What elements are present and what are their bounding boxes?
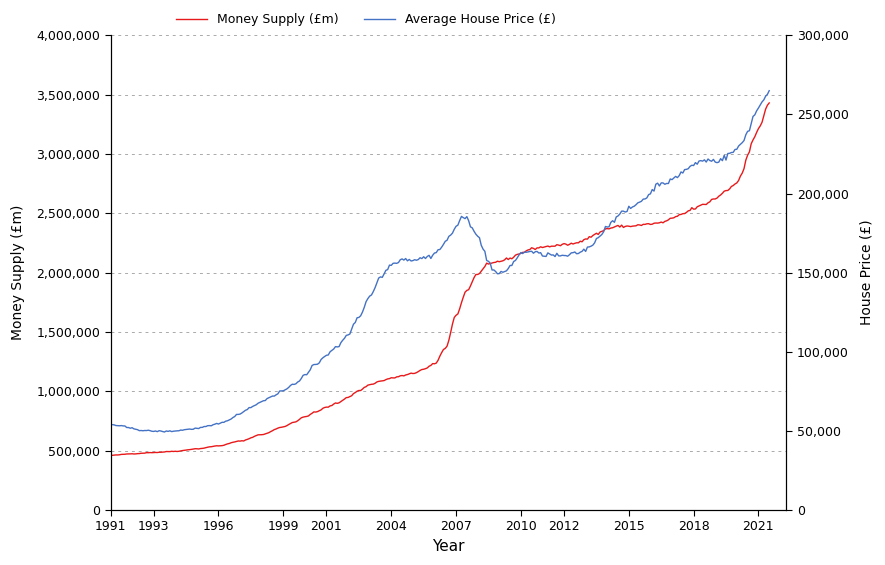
Money Supply (£m) — [140, 450, 150, 457]
Average House Price (£) — [557, 252, 567, 259]
Average House Price (£) — [159, 429, 170, 436]
Y-axis label: House Price (£): House Price (£) — [860, 220, 873, 325]
Line: Average House Price (£): Average House Price (£) — [111, 91, 769, 432]
Money Supply (£m) — [557, 241, 567, 247]
Line: Money Supply (£m): Money Supply (£m) — [111, 103, 769, 455]
Legend: Money Supply (£m), Average House Price (£): Money Supply (£m), Average House Price (… — [171, 8, 561, 31]
Average House Price (£) — [127, 424, 137, 431]
Money Supply (£m) — [426, 362, 436, 369]
Average House Price (£) — [105, 421, 116, 428]
Money Supply (£m) — [128, 451, 139, 458]
Average House Price (£) — [764, 88, 774, 94]
Average House Price (£) — [746, 120, 757, 127]
Average House Price (£) — [137, 427, 148, 434]
Average House Price (£) — [596, 231, 607, 238]
Y-axis label: Money Supply (£m): Money Supply (£m) — [12, 205, 25, 340]
Money Supply (£m) — [596, 228, 607, 235]
Money Supply (£m) — [746, 140, 757, 147]
X-axis label: Year: Year — [432, 539, 465, 554]
Average House Price (£) — [426, 255, 436, 262]
Money Supply (£m) — [764, 99, 774, 106]
Money Supply (£m) — [107, 452, 118, 459]
Money Supply (£m) — [105, 452, 116, 459]
